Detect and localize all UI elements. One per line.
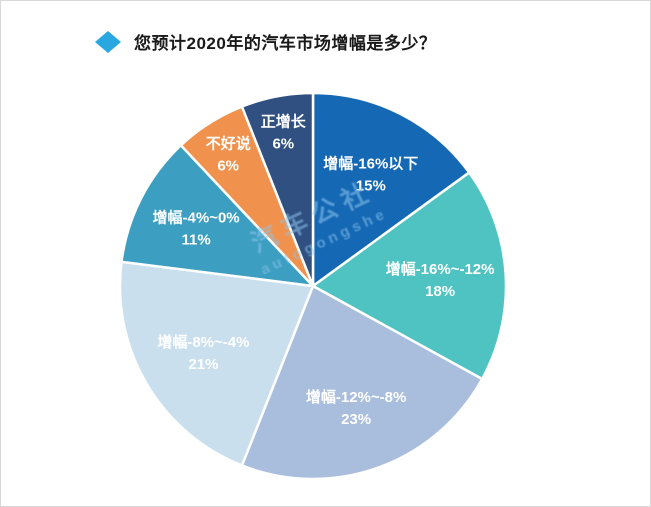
pie-slice-label-1: 增幅-16%以下 15% bbox=[323, 155, 418, 195]
chart-header: 您预计2020年的汽车市场增幅是多少？ bbox=[95, 29, 436, 54]
pie-slice-label-7: 正增长 6% bbox=[261, 113, 307, 153]
pie-slice-2 bbox=[311, 171, 508, 381]
pie-slice-3 bbox=[240, 284, 484, 481]
pie-slice-label-3: 增幅-12%~-8% 23% bbox=[306, 388, 406, 428]
diamond-shape bbox=[95, 30, 121, 53]
pie-slice-label-4: 增幅-8%~-4% 21% bbox=[157, 333, 249, 373]
pie-slice-1 bbox=[311, 91, 471, 288]
pie-slice-5 bbox=[120, 144, 315, 288]
pie-slice-label-6: 不好说 6% bbox=[206, 134, 251, 174]
pie-slice-label-5: 增幅-4%~0% 11% bbox=[153, 208, 240, 248]
pie-slice-4 bbox=[118, 260, 315, 467]
pie-slice-label-2: 增幅-16%~-12% 18% bbox=[386, 260, 495, 300]
diamond-icon bbox=[95, 30, 121, 53]
chart-title: 您预计2020年的汽车市场增幅是多少？ bbox=[134, 34, 437, 53]
pie-slice-7 bbox=[240, 91, 315, 288]
